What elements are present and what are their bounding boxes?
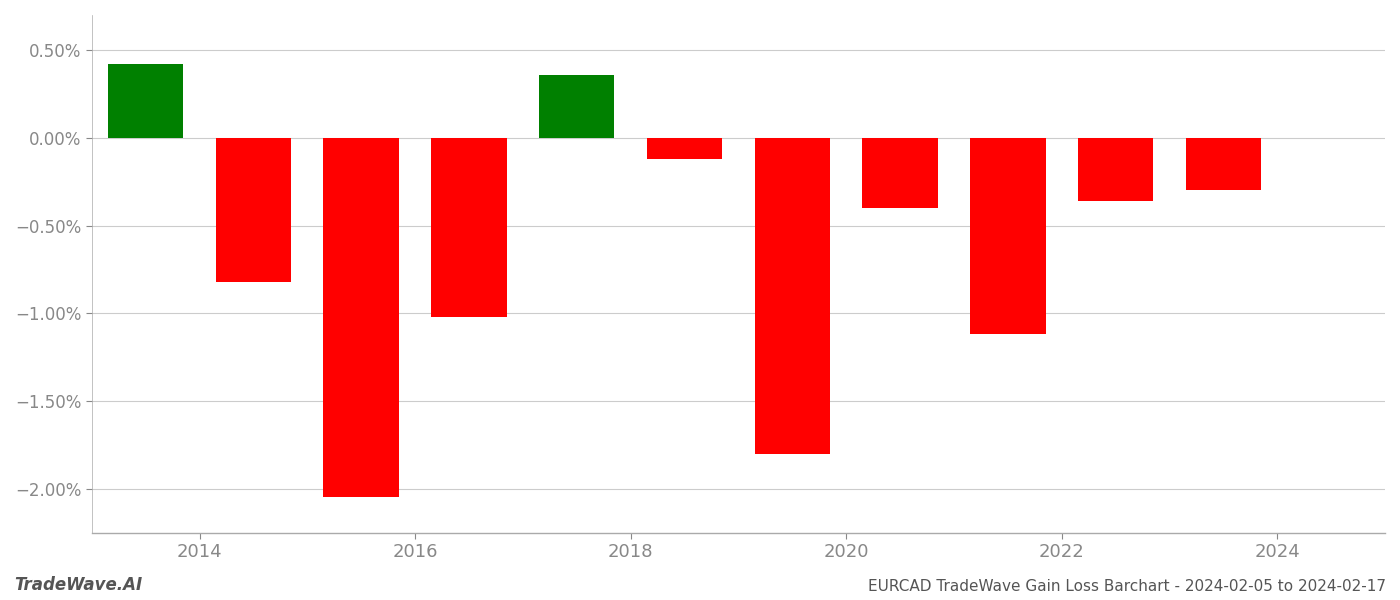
Bar <box>539 74 615 138</box>
Bar <box>216 138 291 281</box>
Bar <box>323 138 399 497</box>
Bar <box>1186 138 1261 190</box>
Bar <box>755 138 830 454</box>
Text: EURCAD TradeWave Gain Loss Barchart - 2024-02-05 to 2024-02-17: EURCAD TradeWave Gain Loss Barchart - 20… <box>868 579 1386 594</box>
Bar <box>970 138 1046 334</box>
Text: TradeWave.AI: TradeWave.AI <box>14 576 143 594</box>
Bar <box>431 138 507 317</box>
Bar <box>108 64 183 138</box>
Bar <box>647 138 722 159</box>
Bar <box>862 138 938 208</box>
Bar <box>1078 138 1154 201</box>
